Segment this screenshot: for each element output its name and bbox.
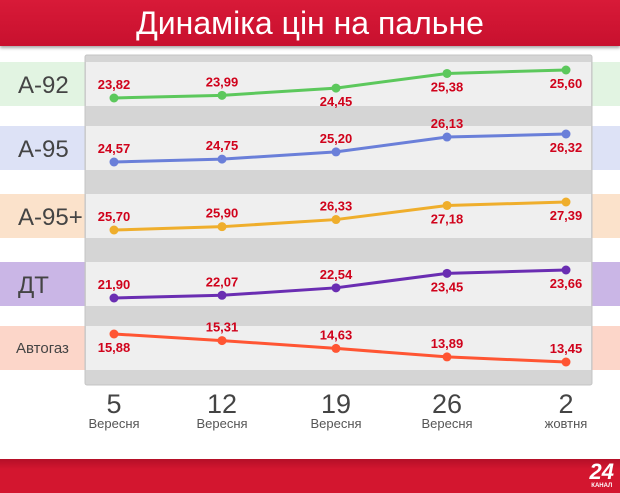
data-label: 25,90 <box>206 206 239 221</box>
data-point <box>561 265 571 275</box>
row-stripe <box>86 62 591 106</box>
data-point <box>217 154 227 164</box>
data-point <box>442 132 452 142</box>
data-point <box>109 93 119 103</box>
data-point <box>331 283 341 293</box>
data-label: 25,20 <box>320 131 353 146</box>
data-point <box>331 215 341 225</box>
data-label: 24,75 <box>206 138 239 153</box>
data-point <box>442 68 452 78</box>
channel-24-logo: 24 КАНАЛ <box>589 459 614 490</box>
data-point <box>109 157 119 167</box>
data-label: 25,60 <box>550 76 583 91</box>
data-point <box>442 200 452 210</box>
data-label: 24,45 <box>320 94 353 109</box>
data-label: 26,33 <box>320 199 353 214</box>
x-tick-day: 2 <box>558 389 573 419</box>
x-tick-month: Вересня <box>421 416 472 431</box>
footer-bar <box>0 459 620 493</box>
data-label: 24,57 <box>98 141 131 156</box>
data-point <box>561 197 571 207</box>
x-tick-day: 26 <box>432 389 462 419</box>
series-name: Автогаз <box>16 340 69 357</box>
data-point <box>442 268 452 278</box>
data-point <box>331 147 341 157</box>
data-label: 23,66 <box>550 276 583 291</box>
data-label: 13,45 <box>550 341 583 356</box>
x-tick-day: 19 <box>321 389 351 419</box>
page-title: Динаміка цін на пальне <box>0 0 620 46</box>
data-point <box>109 225 119 235</box>
data-point <box>217 336 227 346</box>
data-label: 26,13 <box>431 116 464 131</box>
data-label: 23,82 <box>98 77 131 92</box>
data-point <box>331 343 341 353</box>
data-label: 22,07 <box>206 274 239 289</box>
data-label: 27,18 <box>431 211 464 226</box>
row-stripe <box>86 126 591 170</box>
data-label: 26,32 <box>550 140 583 155</box>
data-label: 13,89 <box>431 336 464 351</box>
data-point <box>109 329 119 339</box>
x-tick-month: Вересня <box>196 416 247 431</box>
x-tick-month: Вересня <box>88 416 139 431</box>
series-name: А-95 <box>18 136 69 163</box>
data-point <box>217 90 227 100</box>
row-stripe <box>86 262 591 306</box>
data-point <box>561 65 571 75</box>
data-label: 22,54 <box>320 267 353 282</box>
data-point <box>561 357 571 367</box>
x-tick-day: 5 <box>106 389 121 419</box>
data-label: 21,90 <box>98 277 131 292</box>
data-label: 27,39 <box>550 208 583 223</box>
data-point <box>217 290 227 300</box>
series-name: А-95+ <box>18 204 83 231</box>
data-label: 23,45 <box>431 279 464 294</box>
data-label: 25,38 <box>431 79 464 94</box>
data-label: 15,88 <box>98 340 131 355</box>
x-tick-month: Вересня <box>310 416 361 431</box>
data-label: 25,70 <box>98 209 131 224</box>
series-name: А-92 <box>18 72 69 99</box>
data-point <box>109 293 119 303</box>
data-label: 23,99 <box>206 74 239 89</box>
series-name: ДТ <box>18 272 49 299</box>
logo-number: 24 <box>589 459 614 484</box>
data-point <box>217 222 227 232</box>
data-point <box>331 83 341 93</box>
data-label: 14,63 <box>320 327 353 342</box>
logo-text: КАНАЛ <box>591 483 613 489</box>
data-point <box>442 352 452 362</box>
x-tick-month: жовтня <box>545 416 588 431</box>
data-label: 15,31 <box>206 320 239 335</box>
x-tick-day: 12 <box>207 389 237 419</box>
data-point <box>561 129 571 139</box>
